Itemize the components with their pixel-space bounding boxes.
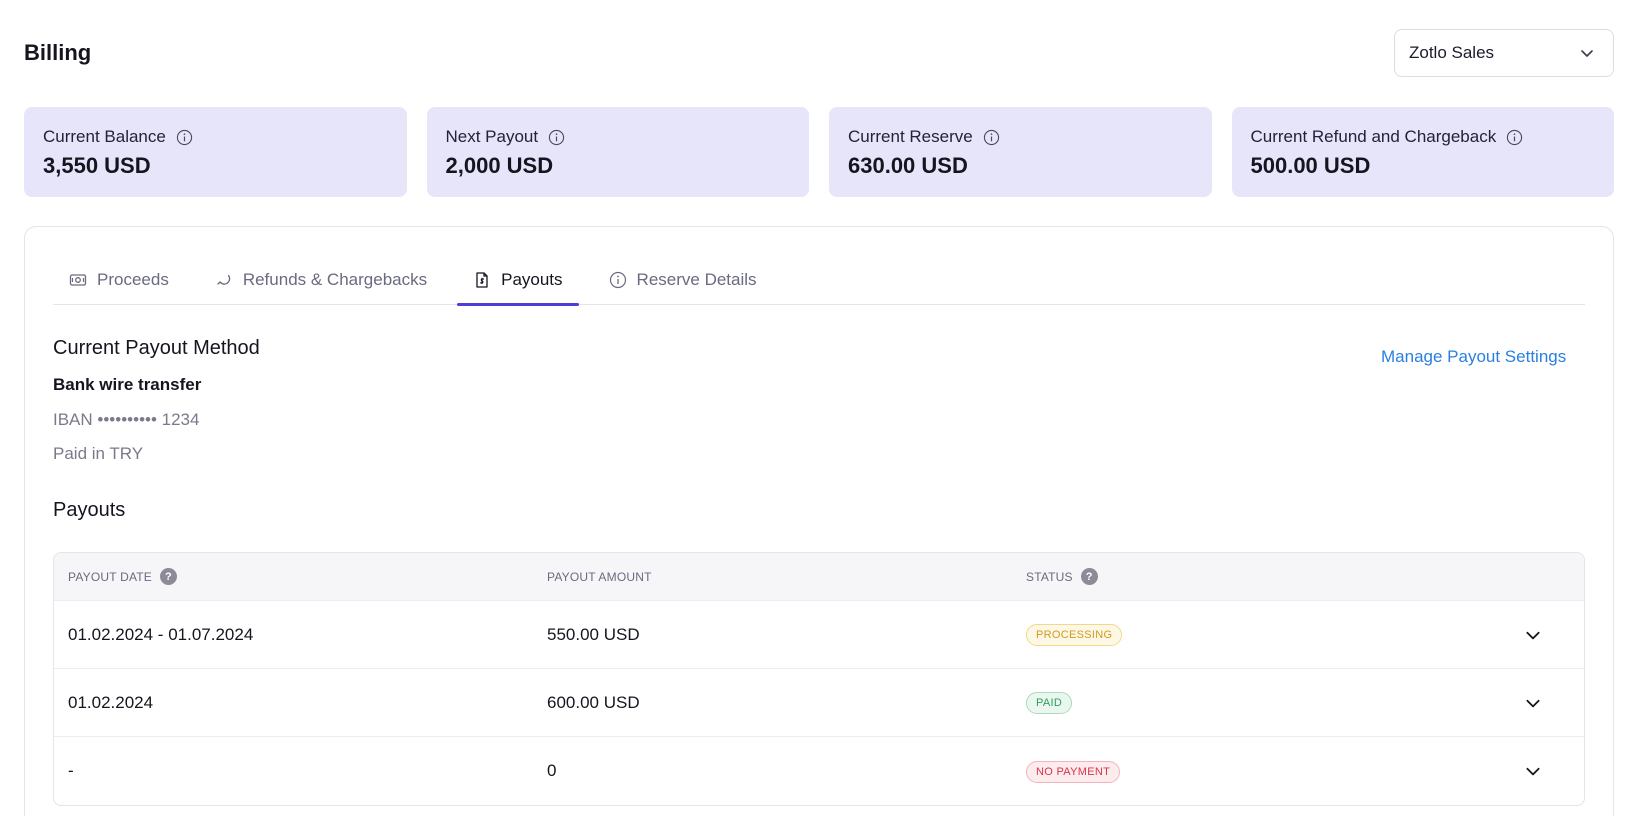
summary-cards: Current Balance 3,550 USD Next Payout 2,…	[24, 107, 1614, 197]
tab-proceeds[interactable]: Proceeds	[53, 255, 185, 305]
payout-amount: 550.00 USD	[547, 624, 640, 644]
chevron-down-icon[interactable]	[1524, 694, 1542, 712]
status-badge: No Payment	[1026, 760, 1121, 783]
column-header-label: Status	[1026, 569, 1073, 584]
card-label: Next Payout	[445, 127, 539, 146]
money-icon	[69, 274, 87, 286]
card-label: Current Reserve	[848, 127, 973, 146]
payout-document-icon	[476, 272, 488, 288]
card-current-refund-chargeback: Current Refund and Chargeback 500.00 USD	[1231, 107, 1614, 197]
payout-method-name: Bank wire transfer	[53, 375, 202, 394]
payout-amount: 0	[547, 761, 557, 780]
table-row[interactable]: - 0 No Payment	[54, 737, 1584, 805]
column-header-status: Status ?	[1012, 568, 1584, 585]
tab-label: Proceeds	[97, 270, 169, 289]
tab-payouts[interactable]: Payouts	[457, 255, 579, 306]
chevron-down-icon[interactable]	[1524, 626, 1542, 644]
card-value: 3,550 USD	[43, 153, 151, 178]
card-current-balance: Current Balance 3,550 USD	[24, 107, 407, 197]
column-header-label: Payout Date	[68, 569, 152, 584]
page-title: Billing	[24, 40, 92, 65]
tab-label: Payouts	[501, 270, 563, 289]
status-cell: No Payment	[1012, 760, 1584, 783]
tab-label: Reserve Details	[636, 270, 757, 289]
status-cell: Processing	[1012, 623, 1584, 646]
card-label: Current Refund and Chargeback	[1250, 127, 1497, 146]
chevron-down-icon	[1581, 50, 1593, 57]
payouts-table: Payout Date ? Payout Amount Status ? 01.…	[53, 552, 1585, 806]
payouts-section-title: Payouts	[53, 499, 126, 521]
payout-date: 01.02.2024	[68, 692, 154, 712]
tab-reserve-details[interactable]: Reserve Details	[593, 255, 773, 305]
card-current-reserve: Current Reserve 630.00 USD	[829, 107, 1212, 197]
status-cell: Paid	[1012, 691, 1584, 714]
info-icon[interactable]	[1506, 129, 1523, 146]
help-icon[interactable]: ?	[160, 568, 177, 585]
card-value: 630.00 USD	[848, 153, 968, 178]
account-select-value: Zotlo Sales	[1409, 43, 1495, 62]
table-row[interactable]: 01.02.2024 600.00 USD Paid	[54, 669, 1584, 737]
status-badge: Paid	[1026, 692, 1073, 714]
info-icon	[609, 271, 626, 289]
account-select[interactable]: Zotlo Sales	[1394, 29, 1614, 77]
refund-icon	[217, 274, 231, 285]
chevron-down-icon[interactable]	[1524, 762, 1542, 780]
payout-method-title: Current Payout Method	[53, 337, 260, 359]
tab-refunds-chargebacks[interactable]: Refunds & Chargebacks	[199, 255, 443, 305]
card-value: 2,000 USD	[445, 153, 554, 178]
tab-bar: Proceeds Refunds & Chargebacks Payouts R…	[53, 255, 1585, 306]
table-row[interactable]: 01.02.2024 - 01.07.2024 550.00 USD Proce…	[54, 601, 1584, 669]
billing-panel: Proceeds Refunds & Chargebacks Payouts R…	[24, 226, 1614, 816]
column-header-label: Payout Amount	[547, 569, 652, 584]
payout-method-iban: IBAN •••••••••• 1234	[53, 410, 200, 429]
card-next-payout: Next Payout 2,000 USD	[426, 107, 809, 197]
payout-date: 01.02.2024 - 01.07.2024	[68, 624, 254, 644]
payout-method-currency: Paid in TRY	[53, 444, 144, 463]
status-badge: Processing	[1026, 624, 1123, 646]
info-icon[interactable]	[548, 129, 565, 146]
manage-payout-settings-link[interactable]: Manage Payout Settings	[1381, 347, 1567, 366]
info-icon[interactable]	[176, 129, 193, 146]
column-header-payout-date: Payout Date ?	[54, 568, 533, 585]
tab-label: Refunds & Chargebacks	[242, 270, 428, 289]
card-value: 500.00 USD	[1250, 153, 1371, 178]
help-icon[interactable]: ?	[1080, 568, 1098, 585]
card-label: Current Balance	[43, 127, 166, 146]
table-header: Payout Date ? Payout Amount Status ?	[54, 553, 1584, 601]
payout-date: -	[68, 761, 74, 780]
column-header-payout-amount: Payout Amount	[533, 570, 1012, 584]
payout-amount: 600.00 USD	[547, 692, 640, 712]
info-icon[interactable]	[983, 129, 1000, 146]
